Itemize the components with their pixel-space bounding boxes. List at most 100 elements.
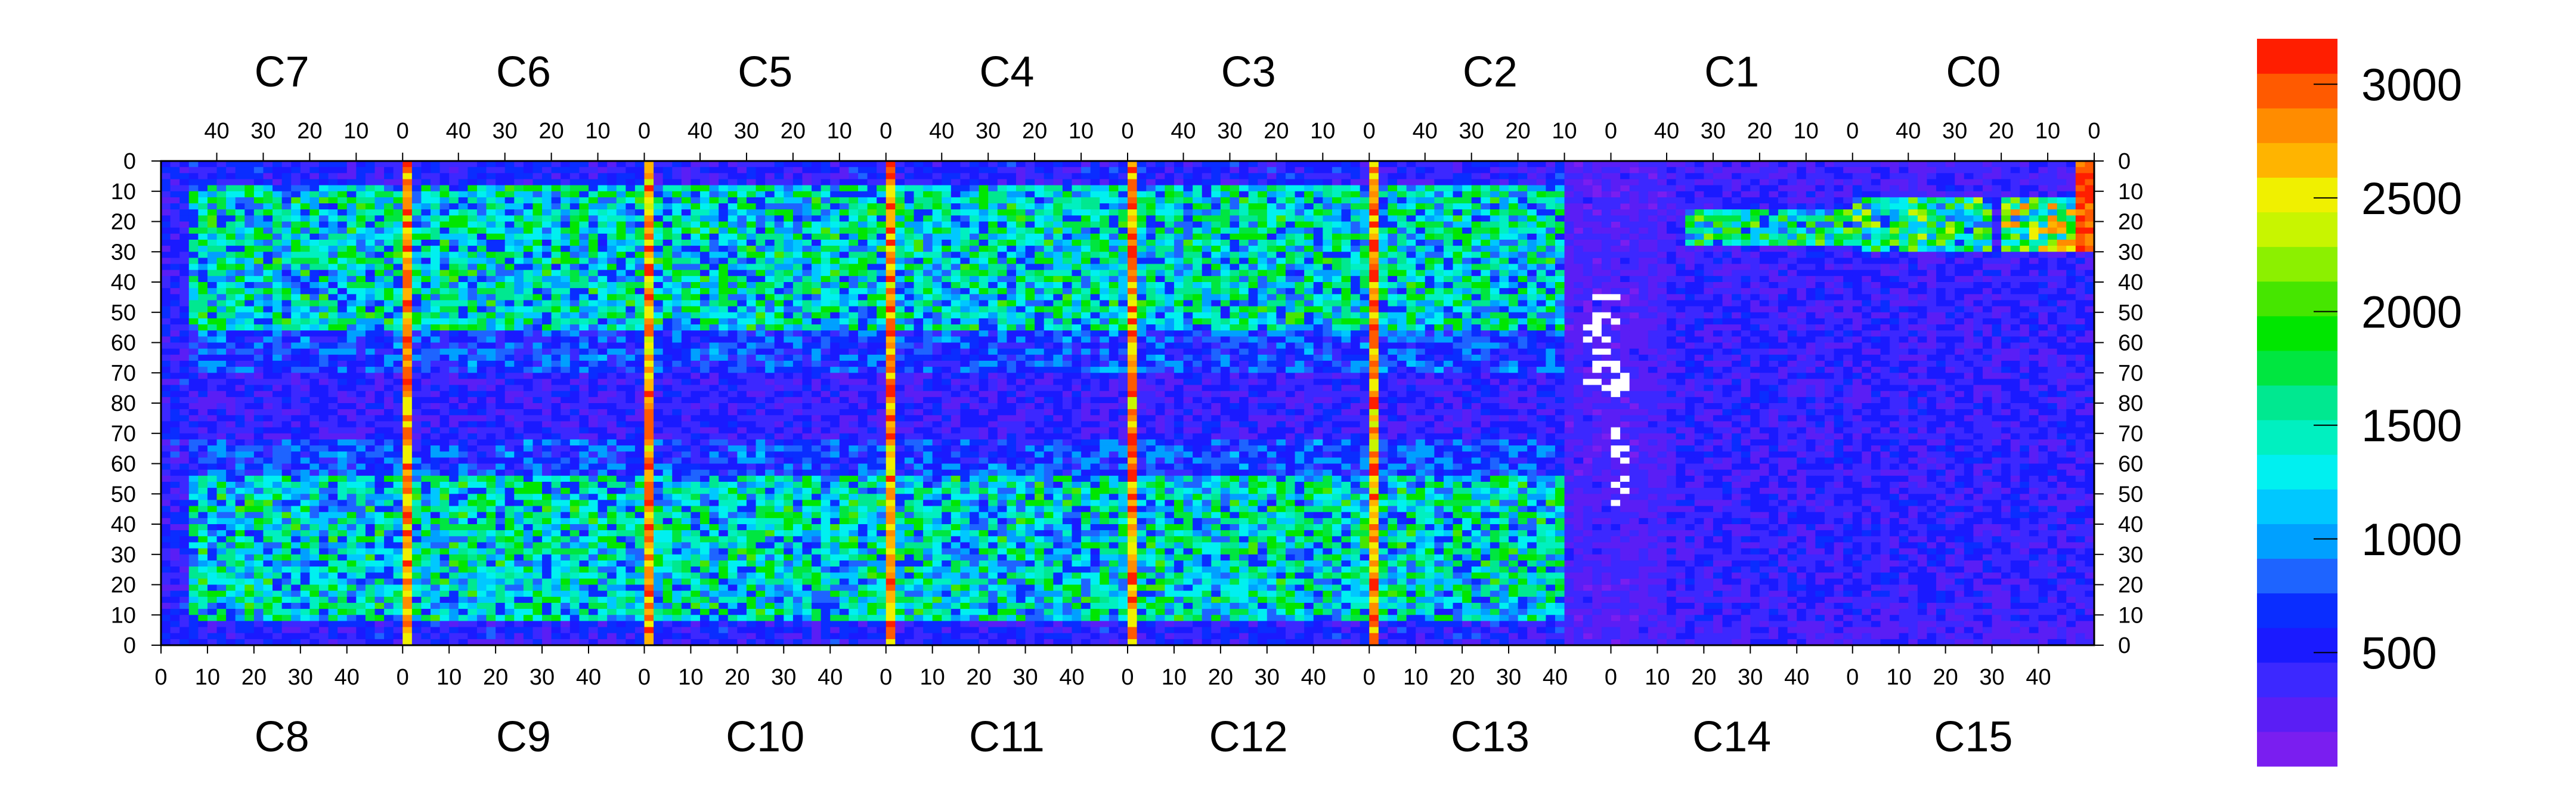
heatmap-cell <box>1248 288 1258 295</box>
heatmap-cell <box>1546 270 1556 277</box>
heatmap-cell <box>960 173 970 179</box>
heatmap-cell <box>1518 203 1528 210</box>
heatmap-cell <box>1797 185 1807 192</box>
heatmap-cell <box>2066 191 2076 198</box>
heatmap-cell <box>1295 288 1305 295</box>
heatmap-cell <box>514 167 524 174</box>
heatmap-cell <box>356 221 366 228</box>
heatmap-cell <box>514 185 524 192</box>
heatmap-cell <box>1388 221 1398 228</box>
heatmap-cell <box>309 179 320 185</box>
heatmap-cell <box>365 203 375 210</box>
heatmap-cell <box>709 227 719 234</box>
heatmap-cell <box>1304 185 1314 192</box>
heatmap-cell <box>1462 173 1472 179</box>
heatmap-cell <box>1704 288 1714 295</box>
heatmap-cell <box>1351 209 1361 216</box>
heatmap-cell <box>2038 270 2048 277</box>
heatmap-cell <box>1564 258 1574 264</box>
heatmap-cell <box>1369 294 1379 301</box>
heatmap-cell <box>300 215 310 222</box>
heatmap-cell <box>1388 246 1398 252</box>
heatmap-cell <box>216 239 227 246</box>
heatmap-cell <box>1044 288 1054 295</box>
heatmap-cell <box>765 179 775 185</box>
heatmap-cell <box>727 173 738 179</box>
heatmap-cell <box>1648 179 1658 185</box>
heatmap-cell <box>2001 203 2011 210</box>
heatmap-cell <box>1871 233 1881 240</box>
heatmap-cell <box>1880 173 1890 179</box>
heatmap-cell <box>1611 294 1621 301</box>
heatmap-cell <box>1843 161 1853 168</box>
heatmap-cell <box>1425 239 1435 246</box>
heatmap-cell <box>2085 233 2095 240</box>
heatmap-cell <box>1722 294 1732 301</box>
heatmap-cell <box>1081 282 1091 289</box>
heatmap-cell <box>1258 191 1268 198</box>
heatmap-cell <box>1128 294 1137 301</box>
heatmap-cell <box>727 179 738 185</box>
heatmap-cell <box>1667 227 1677 234</box>
heatmap-cell <box>1899 179 1909 185</box>
heatmap-cell <box>886 294 896 301</box>
heatmap-cell <box>988 233 998 240</box>
heatmap-cell <box>1128 246 1137 252</box>
heatmap-cell <box>179 209 190 216</box>
heatmap-cell <box>654 275 664 283</box>
heatmap-cell <box>1713 161 1723 168</box>
heatmap-cell <box>561 161 571 168</box>
heatmap-cell <box>1676 221 1686 228</box>
heatmap-cell <box>1090 252 1100 258</box>
heatmap-cell <box>1053 258 1063 264</box>
heatmap-cell <box>1899 185 1909 192</box>
heatmap-cell <box>1378 203 1388 210</box>
heatmap-cell <box>281 294 292 301</box>
heatmap-cell <box>1490 185 1500 192</box>
heatmap-cell <box>346 179 357 185</box>
heatmap-cell <box>1081 215 1091 222</box>
heatmap-cell <box>1685 215 1695 222</box>
heatmap-cell <box>607 167 617 174</box>
heatmap-cell <box>318 179 329 185</box>
heatmap-cell <box>1220 185 1230 192</box>
heatmap-cell <box>1955 197 1965 204</box>
heatmap-cell <box>1165 203 1175 210</box>
heatmap-cell <box>374 246 385 252</box>
heatmap-cell <box>1481 185 1491 192</box>
heatmap-cell <box>857 179 868 185</box>
heatmap-cell <box>1629 246 1639 252</box>
heatmap-cell <box>597 167 608 174</box>
heatmap-cell <box>1601 233 1611 240</box>
heatmap-cell <box>746 185 756 192</box>
heatmap-cell <box>737 246 747 252</box>
heatmap-cell <box>1211 294 1221 301</box>
heatmap-cell <box>411 282 422 289</box>
heatmap-cell <box>1053 239 1063 246</box>
heatmap-cell <box>634 173 645 179</box>
heatmap-cell <box>588 294 598 301</box>
heatmap-cell <box>532 288 543 295</box>
heatmap-cell <box>1416 197 1426 204</box>
heatmap-cell <box>1713 294 1723 301</box>
heatmap-cell <box>328 264 338 271</box>
heatmap-cell <box>263 221 273 228</box>
heatmap-cell <box>1434 167 1444 174</box>
heatmap-cell <box>997 288 1007 295</box>
heatmap-cell <box>1044 264 1054 271</box>
heatmap-cell <box>253 270 264 277</box>
heatmap-cell <box>1592 246 1602 252</box>
heatmap-cell <box>830 294 840 301</box>
heatmap-cell <box>365 167 375 174</box>
heatmap-cell <box>1611 227 1621 234</box>
heatmap-cell <box>1295 191 1305 198</box>
heatmap-cell <box>950 264 961 271</box>
heatmap-cell <box>1713 270 1723 277</box>
heatmap-cell <box>411 264 422 271</box>
heatmap-cell <box>1044 300 1054 306</box>
heatmap-cell <box>273 300 283 306</box>
heatmap-cell <box>1109 209 1119 216</box>
heatmap-cell <box>1611 275 1621 283</box>
heatmap-cell <box>542 270 552 277</box>
heatmap-cell <box>1100 300 1110 306</box>
